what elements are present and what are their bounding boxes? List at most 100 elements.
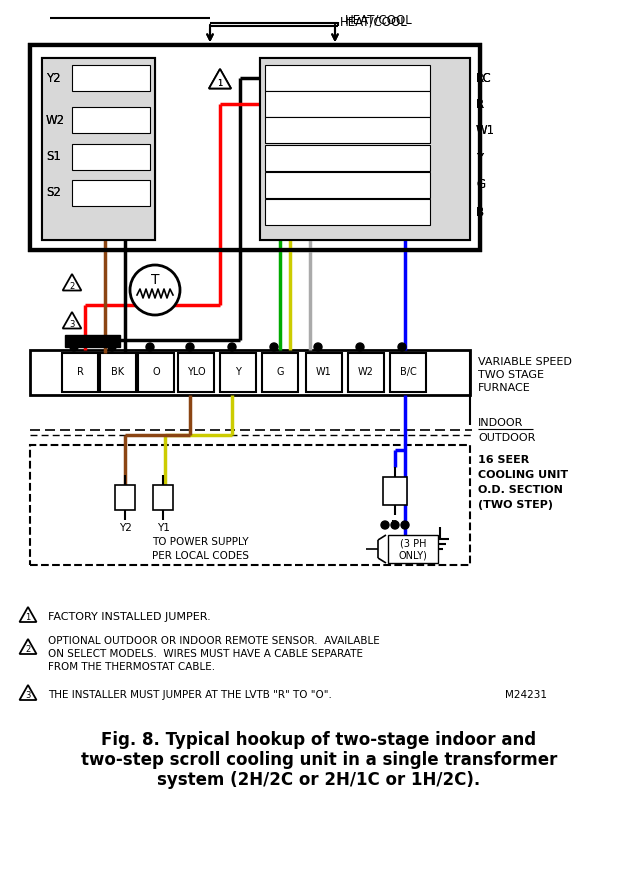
- Text: G: G: [276, 367, 284, 377]
- Text: 2: 2: [26, 646, 31, 654]
- Text: 3: 3: [26, 691, 31, 701]
- Text: W1: W1: [476, 123, 495, 136]
- Text: W2: W2: [46, 114, 65, 127]
- Circle shape: [80, 114, 92, 126]
- Text: B: B: [392, 520, 399, 530]
- Bar: [30, 350, 470, 395]
- Circle shape: [273, 98, 285, 110]
- Polygon shape: [20, 639, 36, 654]
- Text: RC: RC: [476, 72, 492, 85]
- Polygon shape: [20, 607, 36, 622]
- Text: 3: 3: [70, 319, 75, 329]
- Text: HEAT/COOL: HEAT/COOL: [340, 16, 408, 29]
- Circle shape: [80, 114, 92, 126]
- Bar: [178, 353, 214, 392]
- Bar: [265, 199, 430, 225]
- Circle shape: [273, 72, 285, 84]
- Circle shape: [398, 343, 406, 351]
- Bar: [260, 58, 470, 240]
- Circle shape: [273, 98, 285, 110]
- Polygon shape: [63, 274, 82, 290]
- Bar: [220, 353, 256, 392]
- Text: Y2: Y2: [46, 72, 61, 85]
- Circle shape: [80, 72, 92, 84]
- Circle shape: [130, 265, 180, 315]
- Bar: [265, 199, 430, 225]
- Text: B: B: [476, 206, 484, 219]
- Circle shape: [228, 343, 236, 351]
- Circle shape: [80, 187, 92, 199]
- Text: Y: Y: [476, 151, 483, 164]
- Polygon shape: [209, 69, 231, 88]
- Bar: [383, 477, 407, 505]
- Text: G: G: [476, 178, 485, 192]
- Text: M24231: M24231: [505, 690, 547, 700]
- Circle shape: [80, 72, 92, 84]
- Bar: [100, 353, 136, 392]
- Text: W2: W2: [358, 367, 374, 377]
- Bar: [388, 535, 438, 563]
- Bar: [265, 65, 430, 91]
- Text: TO POWER SUPPLY: TO POWER SUPPLY: [152, 537, 248, 547]
- Bar: [153, 485, 173, 510]
- Text: B: B: [476, 206, 484, 219]
- Text: Y: Y: [476, 151, 483, 164]
- Text: 1: 1: [218, 79, 223, 88]
- Text: S2: S2: [46, 186, 61, 200]
- Polygon shape: [209, 69, 231, 88]
- Text: Fig. 8. Typical hookup of two-stage indoor and: Fig. 8. Typical hookup of two-stage indo…: [101, 731, 537, 749]
- Text: 16 SEER: 16 SEER: [478, 455, 530, 465]
- Text: TWO STAGE: TWO STAGE: [478, 370, 544, 380]
- Circle shape: [70, 343, 78, 351]
- Circle shape: [146, 343, 154, 351]
- Bar: [348, 353, 384, 392]
- Text: T: T: [151, 273, 160, 287]
- Circle shape: [381, 521, 389, 529]
- Text: FROM THE THERMOSTAT CABLE.: FROM THE THERMOSTAT CABLE.: [48, 662, 215, 672]
- Bar: [62, 353, 98, 392]
- Text: PER LOCAL CODES: PER LOCAL CODES: [151, 551, 248, 561]
- Circle shape: [356, 343, 364, 351]
- Bar: [265, 172, 430, 198]
- Circle shape: [273, 206, 285, 218]
- Polygon shape: [20, 685, 36, 700]
- Circle shape: [108, 343, 116, 351]
- Text: S2: S2: [46, 186, 61, 200]
- Text: ONLY): ONLY): [399, 550, 427, 560]
- Text: 1: 1: [218, 79, 223, 88]
- Bar: [42, 58, 155, 240]
- Bar: [265, 145, 430, 171]
- Bar: [265, 117, 430, 143]
- Polygon shape: [63, 312, 82, 328]
- Text: OUTDOOR: OUTDOOR: [478, 433, 535, 443]
- Text: FACTORY INSTALLED JUMPER.: FACTORY INSTALLED JUMPER.: [48, 612, 211, 622]
- Text: Y2: Y2: [119, 523, 131, 533]
- Bar: [72, 180, 150, 206]
- Text: O: O: [152, 367, 160, 377]
- Bar: [72, 144, 150, 170]
- Circle shape: [80, 151, 92, 163]
- Text: W2: W2: [46, 114, 65, 127]
- Circle shape: [80, 151, 92, 163]
- Text: G: G: [476, 178, 485, 192]
- Circle shape: [273, 179, 285, 191]
- Circle shape: [273, 124, 285, 136]
- Text: two-step scroll cooling unit in a single transformer: two-step scroll cooling unit in a single…: [81, 751, 557, 769]
- Bar: [72, 65, 150, 91]
- Text: system (2H/2C or 2H/1C or 1H/2C).: system (2H/2C or 2H/1C or 1H/2C).: [158, 771, 480, 789]
- Text: (3 PH: (3 PH: [400, 539, 426, 549]
- Text: R: R: [476, 97, 484, 110]
- Text: COOLING UNIT: COOLING UNIT: [478, 470, 568, 480]
- Text: Y2: Y2: [46, 72, 61, 85]
- Circle shape: [273, 152, 285, 164]
- Bar: [72, 107, 150, 133]
- Text: W1: W1: [476, 123, 495, 136]
- Circle shape: [270, 343, 278, 351]
- Bar: [72, 107, 150, 133]
- Text: YLO: YLO: [187, 367, 205, 377]
- Text: THE INSTALLER MUST JUMPER AT THE LVTB "R" TO "O".: THE INSTALLER MUST JUMPER AT THE LVTB "R…: [48, 690, 332, 700]
- Text: RC: RC: [476, 72, 492, 85]
- Circle shape: [273, 152, 285, 164]
- Text: Y1: Y1: [156, 523, 170, 533]
- Bar: [265, 91, 430, 117]
